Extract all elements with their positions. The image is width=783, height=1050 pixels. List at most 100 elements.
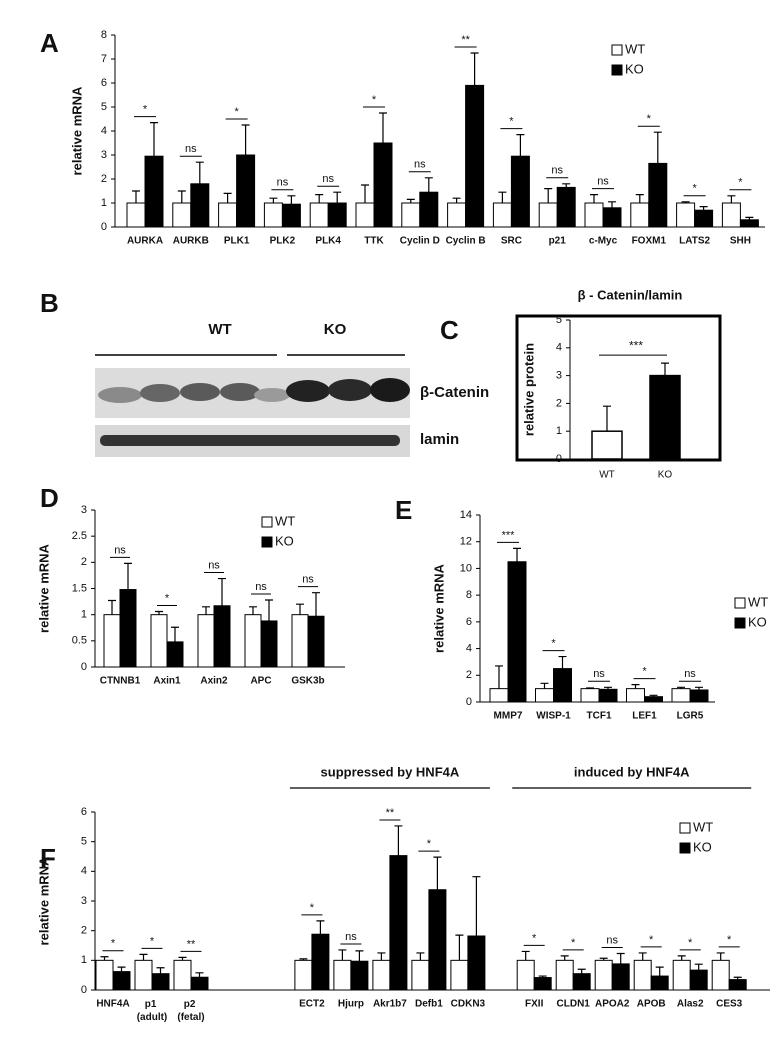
panel-label: B [40,288,59,318]
error-bar [544,188,553,203]
bar [112,971,131,991]
x-tick-label: TCF1 [587,711,612,722]
error-bar [631,684,640,689]
bar [166,641,184,668]
error-bar [586,687,594,689]
error-bar [677,955,686,961]
group-label: KO [324,321,347,338]
legend-swatch [611,64,623,76]
significance-label: * [692,183,697,195]
bar [190,183,210,228]
error-bar [655,966,664,977]
y-tick-label: 12 [460,536,472,548]
y-tick-label: 3 [556,370,562,382]
error-bar [394,825,403,856]
bar [389,855,408,991]
legend-label: KO [625,61,644,76]
x-tick-label: AURKA [127,236,163,247]
bar [450,959,469,991]
x-tick-label: PLK2 [270,236,296,247]
error-bar [195,161,204,184]
bar [555,959,574,991]
bar [244,614,262,668]
significance-label: ** [461,34,470,46]
error-bar [333,191,342,203]
error-bar [355,950,364,962]
y-tick-label: 0 [101,221,107,233]
legend-swatch [734,617,746,629]
significance-label: * [234,106,239,118]
y-tick-label: 5 [556,314,562,326]
error-bar [695,686,703,690]
band-label: β-Catenin [420,384,489,401]
error-bar [433,856,442,890]
error-bar [316,920,325,935]
x-tick-label: LATS2 [679,236,710,247]
y-axis-label: relative protein [521,343,536,436]
error-bar [171,626,179,642]
x-tick-label: PLK4 [315,236,341,247]
y-tick-label: 0 [81,661,87,673]
legend-label: WT [693,819,713,834]
bar [650,975,669,991]
error-bar [315,194,324,203]
significance-label: ns [185,143,197,155]
significance-label: * [509,116,514,128]
bar [311,933,330,991]
legend-label: KO [748,614,767,629]
bar [197,614,215,668]
significance-label: * [143,104,148,116]
group-label: induced by HNF4A [574,764,690,779]
significance-label: * [738,177,743,189]
legend-label: KO [693,839,712,854]
error-bar [424,177,433,193]
bar [95,959,114,991]
bar [611,963,630,991]
significance-label: * [649,934,654,946]
y-tick-label: 1.5 [72,582,87,594]
bar [598,688,618,703]
bar [281,203,301,228]
bar [467,935,486,991]
plot-frame [515,314,722,462]
x-tick-label: KO [658,470,673,481]
bar [671,688,691,703]
error-bar [150,122,158,157]
x-tick-label: Axin2 [200,676,228,687]
bar [151,973,170,991]
x-tick-label: p2 (fetal) [177,999,204,1023]
bar [150,614,168,668]
y-tick-label: 7 [101,53,107,65]
y-tick-label: 3 [81,895,87,907]
error-bar [287,195,296,205]
bar [507,561,527,703]
significance-label: *** [502,529,516,541]
group-label: suppressed by HNF4A [321,764,460,779]
significance-label: * [688,937,693,949]
error-bar [178,956,187,961]
error-bar [745,216,754,220]
error-bar [241,124,250,155]
y-tick-label: 0.5 [72,635,87,647]
y-axis-label: relative mRNA [431,563,446,652]
error-bar [100,956,109,961]
bar [291,614,309,668]
significance-label: * [647,113,652,125]
bar [309,202,329,228]
y-tick-label: 6 [101,77,107,89]
bar [739,219,759,228]
significance-label: ** [187,938,196,950]
blot-strip [95,425,410,457]
bar [263,202,283,228]
significance-label: * [427,838,432,850]
x-tick-label: SHH [730,236,751,247]
y-tick-label: 6 [81,806,87,818]
error-bar [603,405,611,432]
x-tick-label: p21 [549,236,567,247]
x-tick-label: CDKN3 [451,999,486,1010]
error-bar [560,955,569,961]
y-tick-label: 14 [460,509,472,521]
bar [236,154,256,228]
bar [533,977,552,991]
bar [103,614,121,668]
